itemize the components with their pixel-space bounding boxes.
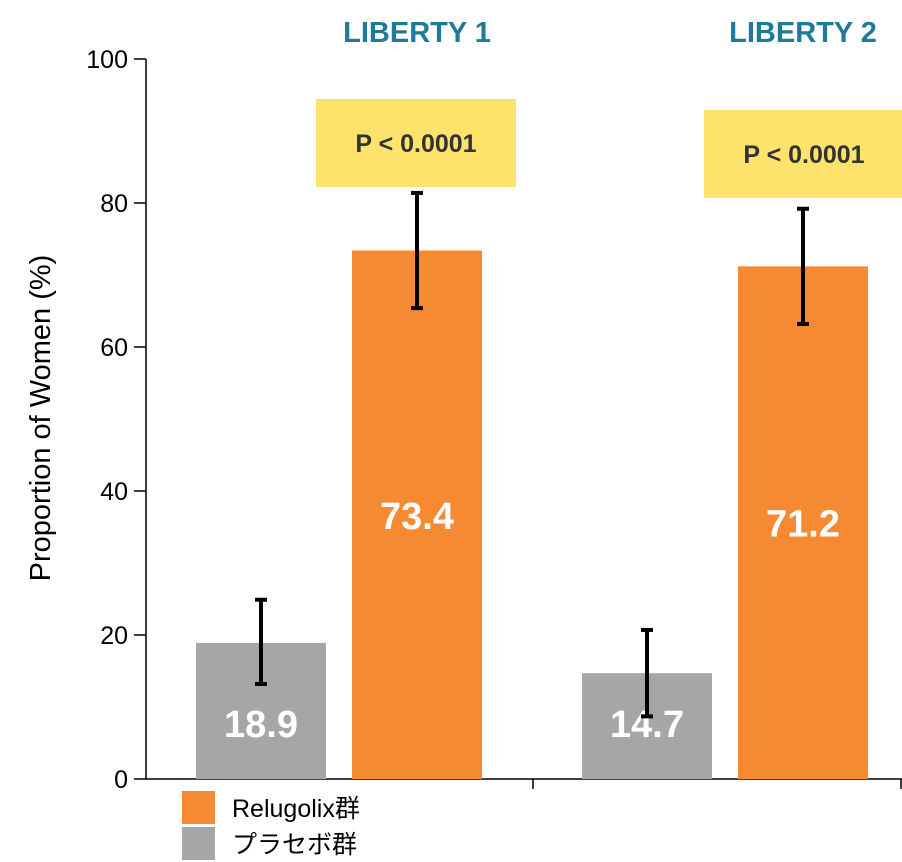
y-tick-label: 80	[100, 190, 128, 218]
bar-relugolix	[738, 266, 868, 779]
y-axis-title: Proportion of Women (%)	[25, 255, 57, 582]
y-tick-label: 100	[86, 46, 128, 74]
bar-value-label: 18.9	[224, 704, 298, 746]
group-title: LIBERTY 2	[729, 17, 877, 49]
annotations-layer: LIBERTY 1 P < 0.0001 LIBERTY 2 P < 0.0001	[316, 17, 902, 198]
y-tick-label: 20	[100, 622, 128, 650]
bar-value-label: 73.4	[380, 496, 454, 538]
group-title: LIBERTY 1	[343, 17, 491, 49]
p-value-box	[316, 99, 516, 187]
x-axis	[146, 778, 902, 789]
legend-label: プラセボ群	[232, 831, 357, 859]
y-tick-label: 60	[100, 334, 128, 362]
p-value-text: P < 0.0001	[743, 141, 864, 169]
bars-layer: 18.973.414.771.2	[196, 190, 868, 779]
y-axis: 0 20 40 60 80 100	[86, 46, 147, 794]
legend-swatch	[182, 827, 215, 860]
bar-relugolix	[352, 250, 482, 779]
bar-value-label: 71.2	[766, 504, 840, 546]
p-value-box	[704, 110, 902, 198]
legend-label: Relugolix群	[232, 795, 360, 823]
p-value-text: P < 0.0001	[355, 130, 476, 158]
legend-swatch	[182, 791, 215, 824]
y-tick-label: 0	[114, 766, 128, 794]
y-tick-label: 40	[100, 478, 128, 506]
